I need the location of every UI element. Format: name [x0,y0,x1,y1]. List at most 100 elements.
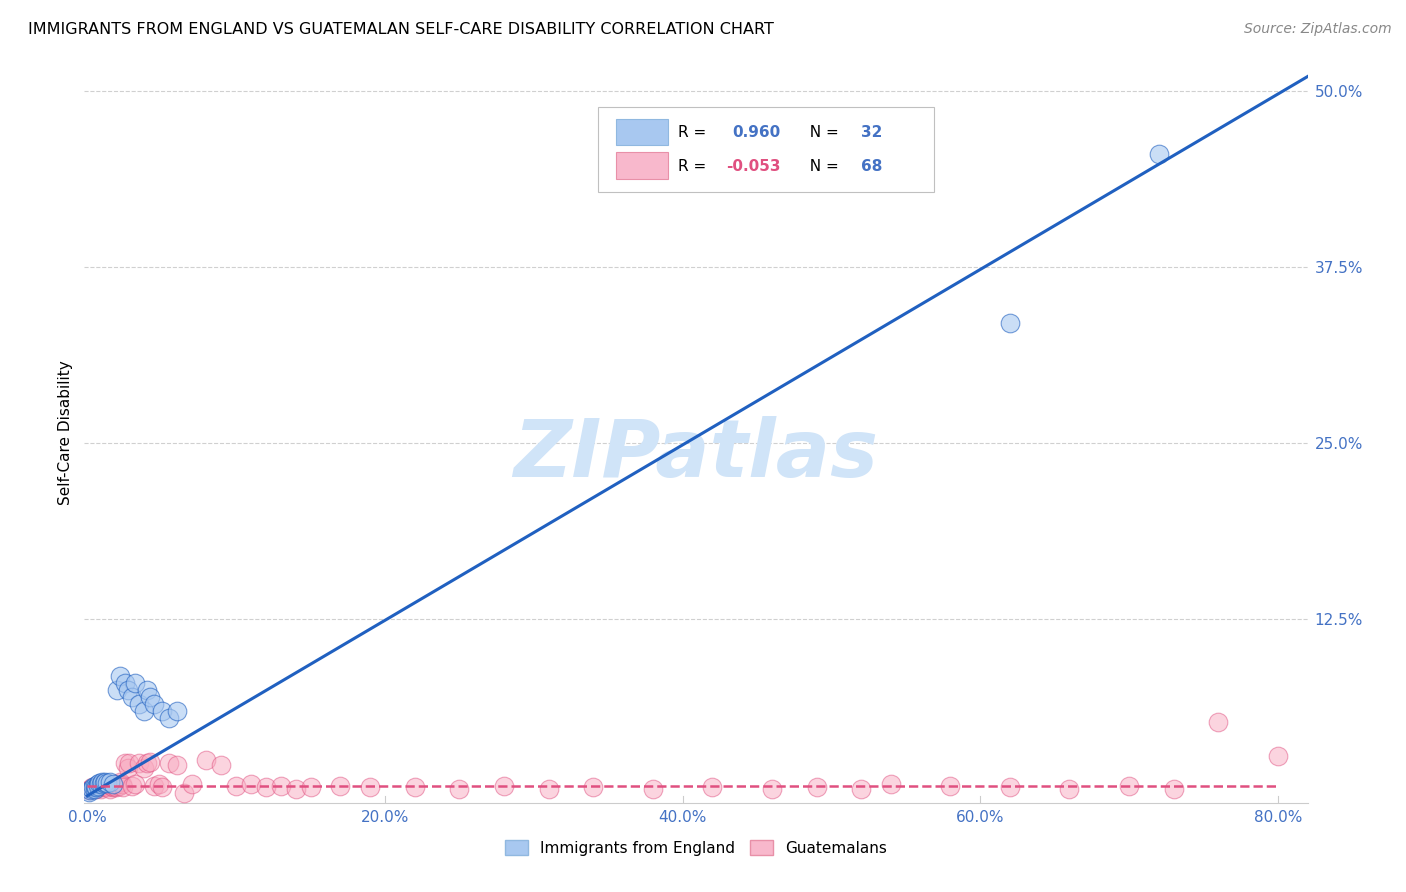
Text: IMMIGRANTS FROM ENGLAND VS GUATEMALAN SELF-CARE DISABILITY CORRELATION CHART: IMMIGRANTS FROM ENGLAND VS GUATEMALAN SE… [28,22,773,37]
Point [79,781,101,796]
Point [449,781,471,796]
Point [101,780,124,795]
Point [1267,749,1289,764]
Point [98,774,121,789]
Point [157,711,180,725]
Text: 0.960: 0.960 [733,125,780,140]
Legend: Immigrants from England, Guatemalans: Immigrants from England, Guatemalans [499,834,893,862]
Point [166,704,188,718]
Point [89,776,111,790]
Point [329,779,352,793]
Point [124,676,146,690]
Point [135,683,157,698]
Point [82,780,104,795]
Point [880,777,903,791]
Point [82,781,104,796]
Point [84,781,107,796]
Point [114,756,136,771]
Point [299,780,322,795]
Point [135,756,157,771]
Point [117,760,139,774]
Point [180,777,202,791]
Point [157,756,180,771]
Point [80,781,103,796]
Point [806,780,828,795]
Point [240,777,263,791]
Point [118,756,141,771]
Point [998,780,1021,795]
Point [97,780,120,795]
Point [91,774,114,789]
Point [105,683,128,698]
Point [1059,781,1081,796]
Point [77,784,100,798]
Point [270,779,292,793]
Text: N =: N = [800,125,844,140]
Point [209,757,232,772]
Point [139,755,162,769]
Point [94,774,117,789]
Point [80,780,103,795]
Point [537,781,560,796]
Point [79,783,101,797]
Point [103,779,125,793]
Point [87,779,110,793]
Point [143,779,166,793]
Point [641,781,664,796]
FancyBboxPatch shape [598,107,935,192]
Point [110,777,132,791]
Point [849,781,872,796]
Text: R =: R = [678,125,711,140]
Point [93,780,115,795]
Point [150,780,173,795]
Point [124,777,146,791]
Point [101,777,124,791]
Point [94,777,117,791]
Point [84,780,107,795]
Text: 32: 32 [860,125,883,140]
Point [761,781,783,796]
Point [139,690,162,704]
FancyBboxPatch shape [616,152,668,178]
Point [132,704,155,718]
Point [114,676,136,690]
Point [225,779,247,793]
Point [132,760,155,774]
Point [117,683,139,698]
Point [284,781,307,796]
Point [939,779,962,793]
Point [108,669,131,683]
Point [90,777,112,791]
Point [173,786,195,800]
Point [100,779,122,793]
Point [702,780,724,795]
Point [107,779,129,793]
Point [582,780,605,795]
Point [254,780,277,795]
Point [1206,715,1229,730]
Point [96,776,118,790]
Point [104,780,127,795]
FancyBboxPatch shape [616,119,668,145]
Text: N =: N = [800,159,844,174]
Point [143,697,166,711]
Point [87,779,110,793]
Point [83,780,105,795]
Point [359,780,381,795]
Point [128,756,150,771]
Point [121,690,143,704]
Point [998,316,1021,330]
Text: ZIPatlas: ZIPatlas [513,416,879,494]
Point [121,779,143,793]
Point [148,777,170,791]
Point [93,776,115,790]
Point [98,781,121,796]
Point [90,781,112,796]
Point [1163,781,1185,796]
Point [128,697,150,711]
Text: Source: ZipAtlas.com: Source: ZipAtlas.com [1244,22,1392,37]
Point [77,783,100,797]
Text: R =: R = [678,159,711,174]
Point [150,704,173,718]
Point [87,777,110,791]
